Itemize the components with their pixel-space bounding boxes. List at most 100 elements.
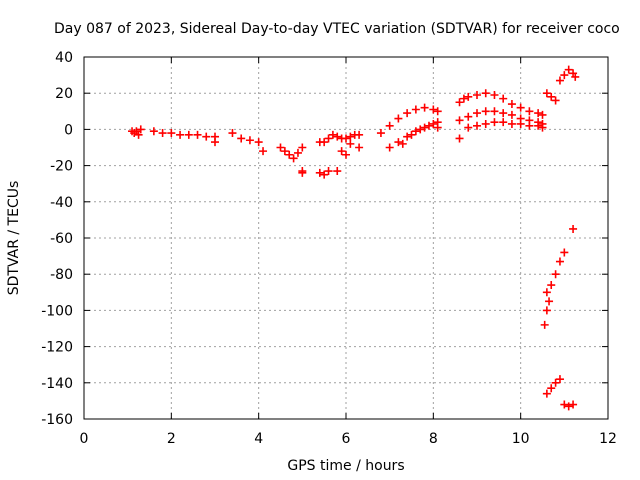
data-point xyxy=(385,143,394,152)
y-tick-label: 40 xyxy=(55,50,73,66)
data-point xyxy=(280,147,289,156)
data-point xyxy=(376,129,385,138)
x-axis-label: GPS time / hours xyxy=(287,458,404,474)
data-point xyxy=(560,71,569,80)
data-point xyxy=(542,306,551,315)
data-point xyxy=(481,89,490,98)
data-point xyxy=(342,134,350,143)
plot-frame xyxy=(83,56,609,420)
data-point xyxy=(534,109,543,118)
data-point xyxy=(551,378,560,387)
data-point xyxy=(333,132,342,141)
data-point xyxy=(499,94,508,103)
y-tick-label: -120 xyxy=(41,340,73,356)
data-point xyxy=(228,129,237,138)
x-tick-label: 4 xyxy=(254,431,263,447)
data-point xyxy=(416,125,425,134)
data-point xyxy=(542,288,551,297)
data-point xyxy=(324,167,333,176)
data-point xyxy=(490,118,499,127)
data-point xyxy=(289,154,298,163)
x-tick-label: 10 xyxy=(512,431,530,447)
data-point xyxy=(545,297,554,306)
data-point xyxy=(516,119,525,128)
data-point xyxy=(560,400,569,409)
data-point xyxy=(499,109,508,118)
y-tick-label: -160 xyxy=(41,412,73,428)
data-point xyxy=(534,121,543,130)
data-point xyxy=(193,130,202,139)
data-point xyxy=(540,320,549,329)
data-point xyxy=(464,123,473,132)
data-point xyxy=(459,94,468,103)
data-point xyxy=(560,248,569,257)
data-point xyxy=(564,65,573,74)
data-points xyxy=(128,65,580,411)
x-tick-label: 8 xyxy=(429,431,438,447)
y-tick-label: -80 xyxy=(50,267,73,283)
data-point xyxy=(333,167,342,176)
y-tick-label: -140 xyxy=(41,376,73,392)
data-point xyxy=(429,119,438,128)
data-point xyxy=(433,107,442,116)
data-point xyxy=(337,147,346,156)
data-point xyxy=(420,103,429,112)
data-point xyxy=(324,134,333,143)
data-point xyxy=(211,138,219,147)
data-point xyxy=(473,109,481,118)
chart-title: Day 087 of 2023, Sidereal Day-to-day VTE… xyxy=(54,21,620,37)
data-point xyxy=(547,384,556,393)
data-point xyxy=(298,143,307,152)
y-tick-label: -60 xyxy=(50,231,73,247)
data-point xyxy=(542,389,551,398)
data-point xyxy=(542,89,551,98)
data-point xyxy=(525,107,534,116)
data-point xyxy=(298,168,307,177)
data-point xyxy=(237,134,246,143)
data-point xyxy=(433,123,442,132)
axis-ticks: 0 2 4 6 8 10 12 -160 -140 -120 -100 -80 -60 -40 -20 0 20… xyxy=(41,50,617,447)
data-point xyxy=(394,138,403,147)
data-point xyxy=(564,402,573,411)
data-point xyxy=(481,107,490,116)
data-point xyxy=(490,91,499,100)
data-point xyxy=(254,138,263,147)
data-point xyxy=(355,143,364,152)
data-point xyxy=(346,132,355,141)
data-point xyxy=(455,116,464,125)
data-point xyxy=(547,92,556,101)
data-point xyxy=(525,121,534,130)
data-point xyxy=(320,138,329,147)
data-point xyxy=(464,112,473,121)
data-point xyxy=(403,132,412,141)
data-point xyxy=(464,92,473,101)
data-point xyxy=(176,130,185,139)
data-point xyxy=(429,105,438,114)
data-point xyxy=(411,105,420,114)
data-point xyxy=(167,129,176,138)
data-point xyxy=(202,132,211,141)
data-point xyxy=(259,147,268,156)
data-point xyxy=(551,270,560,279)
data-point xyxy=(285,150,294,159)
x-tick-label: 0 xyxy=(80,431,89,447)
data-point xyxy=(571,72,580,81)
data-point xyxy=(455,98,464,107)
data-point xyxy=(473,91,481,100)
data-point xyxy=(455,134,464,143)
data-point xyxy=(569,224,578,233)
data-point xyxy=(420,123,429,132)
data-point xyxy=(516,103,525,112)
data-point xyxy=(158,129,167,138)
data-point xyxy=(551,96,560,105)
data-point xyxy=(355,130,364,139)
data-point xyxy=(538,110,547,119)
data-point xyxy=(569,400,578,409)
data-point xyxy=(276,143,285,152)
data-point xyxy=(507,119,516,128)
data-point xyxy=(245,136,254,145)
data-point xyxy=(394,114,403,123)
y-tick-label: -20 xyxy=(50,159,73,175)
data-point xyxy=(490,107,499,116)
